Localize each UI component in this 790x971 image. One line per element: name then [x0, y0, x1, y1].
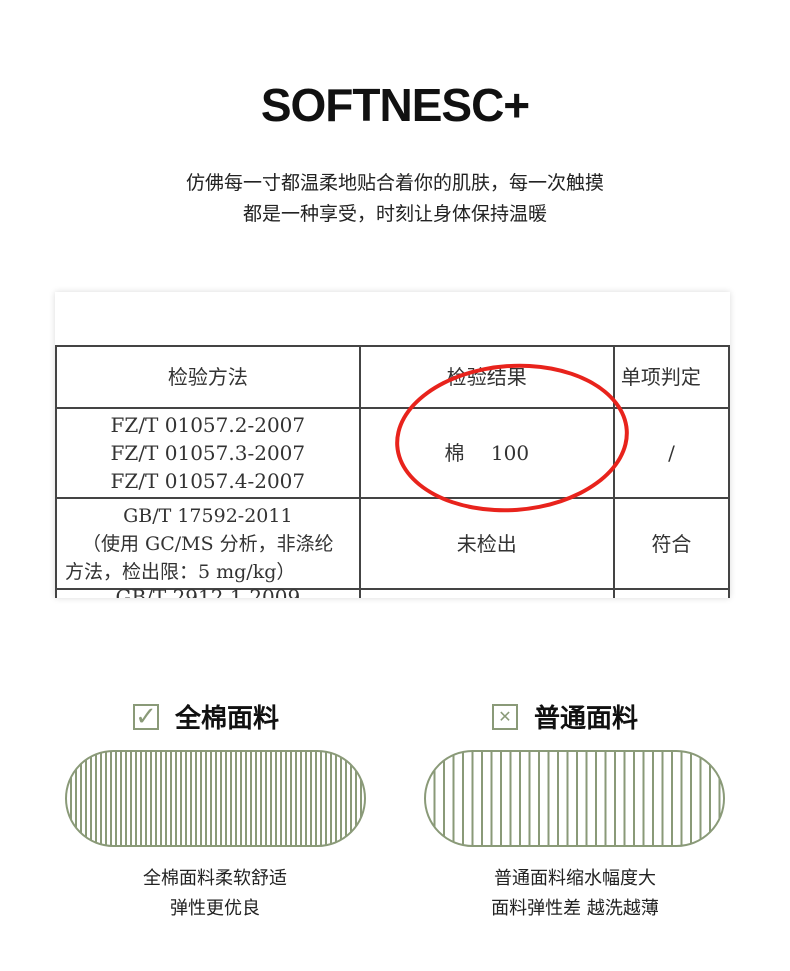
method-line: GB/T 17592-2011 [123, 504, 293, 527]
bad-fabric-heading: ✕ 普通面料 [492, 698, 638, 735]
result-cell [358, 588, 615, 598]
test-report-image: 检验方法 检验结果 单项判定 FZ/T 01057.2-2007 FZ/T 01… [55, 292, 730, 598]
check-box-icon: ✓ [133, 702, 159, 732]
caption-line: 普通面料缩水幅度大 [494, 868, 656, 889]
subtitle-line-2: 都是一种享受，时刻让身体保持温暖 [242, 203, 547, 225]
caption-line: 全棉面料柔软舒适 [143, 868, 287, 889]
brand-title: SOFTNESC+ [260, 79, 530, 131]
method-cell: GB/T 2912.1-2009 [55, 585, 361, 598]
good-fabric-label: 全棉面料 [175, 704, 280, 734]
judgement-cell: / [612, 407, 730, 499]
method-line: 方法，检出限：5 mg/kg） [65, 560, 296, 583]
header-cell: 检验结果 [358, 345, 615, 409]
good-fabric-heading: ✓ 全棉面料 [133, 698, 279, 735]
table-row: FZ/T 01057.2-2007 FZ/T 01057.3-2007 FZ/T… [55, 407, 730, 499]
caption-line: 面料弹性差 越洗越薄 [491, 898, 659, 919]
good-fabric-caption: 全棉面料柔软舒适 弹性更优良 [55, 864, 375, 924]
method-line: FZ/T 01057.4-2007 [110, 469, 306, 493]
result-cell: 棉 100 [358, 407, 615, 499]
method-line: （使用 GC/MS 分析，非涤纶 [82, 532, 334, 555]
method-line: FZ/T 01057.3-2007 [110, 441, 306, 465]
result-cell: 未检出 [358, 497, 615, 590]
header-cell: 检验方法 [55, 345, 361, 409]
sparse-weave-illustration [424, 750, 725, 847]
judgement-cell [612, 588, 730, 598]
caption-line: 弹性更优良 [170, 898, 260, 919]
method-cell: GB/T 17592-2011 （使用 GC/MS 分析，非涤纶 方法，检出限：… [55, 497, 361, 590]
x-box-icon: ✕ [492, 703, 518, 730]
test-report-table: 检验方法 检验结果 单项判定 FZ/T 01057.2-2007 FZ/T 01… [55, 345, 730, 598]
method-line: FZ/T 01057.2-2007 [110, 413, 306, 437]
method-cell: FZ/T 01057.2-2007 FZ/T 01057.3-2007 FZ/T… [55, 407, 361, 499]
header-cell: 单项判定 [612, 345, 730, 409]
bad-fabric-label: 普通面料 [534, 704, 639, 734]
method-line: GB/T 2912.1-2009 [115, 585, 301, 598]
judgement-cell: 符合 [612, 497, 730, 590]
table-header-row: 检验方法 检验结果 单项判定 [55, 345, 730, 409]
subtitle-line-1: 仿佛每一寸都温柔地贴合着你的肌肤，每一次触摸 [185, 172, 604, 194]
bad-fabric-caption: 普通面料缩水幅度大 面料弹性差 越洗越薄 [415, 864, 735, 924]
table-row: GB/T 2912.1-2009 [55, 585, 730, 598]
table-row: GB/T 17592-2011 （使用 GC/MS 分析，非涤纶 方法，检出限：… [55, 497, 730, 590]
dense-weave-illustration [65, 750, 366, 847]
